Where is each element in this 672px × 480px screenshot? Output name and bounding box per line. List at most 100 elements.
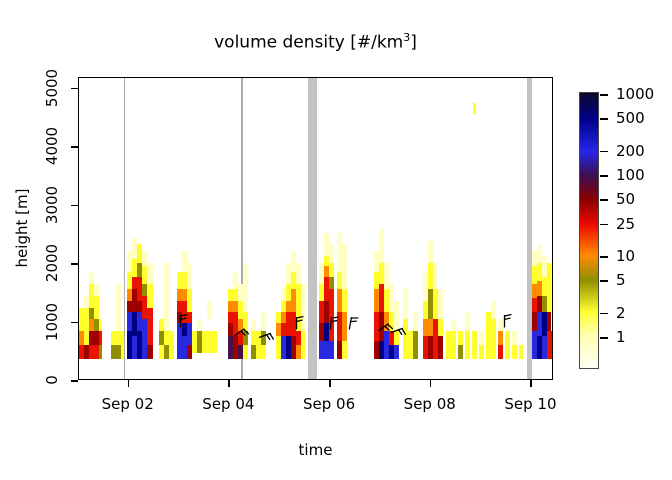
heatmap-cell [147,284,154,308]
heatmap-cell [207,300,213,320]
heatmap-cell [286,284,292,301]
heatmap-cell [531,265,538,285]
heatmap-cell [408,331,414,360]
legend-tick [600,94,608,96]
y-axis-tick-label: 4000 [43,127,61,166]
heatmap-cell [281,300,287,313]
heatmap-cell [137,331,143,360]
heatmap-cell [84,345,90,360]
heatmap-cell [256,331,262,360]
chart-title-superscript: 3 [403,31,411,44]
heatmap-cell [342,243,348,289]
heatmap-cell [550,331,552,360]
x-axis-tick-label: Sep 02 [101,395,154,413]
no-data-line [241,78,243,379]
heatmap-cell [536,336,543,360]
heatmap-cell [319,284,325,301]
legend-tick-label: 10 [616,247,636,265]
y-axis-tick [71,321,78,324]
heatmap-cell [182,300,188,323]
legend-tick [600,312,608,315]
wind-barb-icon [295,315,306,330]
plot-area [78,77,553,380]
heatmap-cell [413,331,419,360]
wind-barb-icon [378,322,396,339]
heatmap-cell [394,300,400,332]
heatmap-cell [472,331,478,360]
heatmap-cell [433,289,439,320]
heatmap-cell [389,331,395,346]
heatmap-cell [547,263,552,313]
heatmap-cell [127,251,133,273]
heatmap-cell [251,319,257,332]
heatmap-cell [379,340,385,360]
heatmap-cell [337,340,343,360]
x-axis-tick-label: Sep 04 [202,395,255,413]
heatmap-cell [99,345,103,360]
heatmap-cell [276,312,282,323]
heatmap-cell [319,340,325,360]
heatmap-cell [202,331,208,353]
heatmap-cell [319,322,325,341]
heatmap-cell [542,296,548,313]
heatmap-cell [159,319,165,332]
x-axis-tick-label: Sep 10 [504,395,557,413]
heatmap-cell [536,243,543,264]
heatmap-cell [296,345,302,360]
heatmap-cell [337,312,343,341]
heatmap-cell [281,312,287,323]
heatmap-cell [329,263,335,278]
heatmap-cell [276,336,282,360]
x-axis-tick-label: Sep 06 [302,395,356,413]
heatmap-cell [79,345,85,360]
y-axis-tick [71,87,78,90]
heatmap-cell [281,322,287,337]
heatmap-cell [531,251,538,266]
heatmap-cell [187,263,193,289]
heatmap-cell [384,312,390,332]
heatmap-cell [276,322,282,337]
no-data-line [123,78,126,379]
heatmap-cell [536,312,543,337]
heatmap-cell [329,243,335,264]
heatmap-cell [486,312,492,360]
y-axis-label: height [m] [13,188,31,268]
legend-tick [600,256,608,258]
chart-title: volume density [#/km3] [78,31,553,53]
heatmap-cell [423,300,429,320]
heatmap-cell [238,284,244,301]
heatmap-cell [433,319,439,360]
heatmap-cell [542,312,548,337]
heatmap-cell [212,331,218,353]
heatmap-cell [291,251,297,273]
heatmap-cell [519,345,524,360]
legend-tick-label: 5 [616,271,626,290]
y-axis-tick [71,263,78,265]
heatmap-cell [159,331,165,346]
y-axis-tick-label: 2000 [43,244,61,283]
heatmap-cell [536,263,543,282]
heatmap-cell [164,331,170,346]
heatmap-cell [291,272,297,289]
heatmap-cell [512,331,518,346]
heatmap-cell [238,319,244,332]
heatmap-cell [342,340,348,360]
heatmap-cell [233,289,239,301]
heatmap-cell [79,331,85,346]
heatmap-cell [182,289,188,301]
heatmap-cell [491,319,497,360]
heatmap-cell [438,289,444,320]
heatmap-cell [479,345,485,360]
heatmap-cell [281,289,287,301]
heatmap-cell [94,319,100,332]
heatmap-cell [127,312,133,332]
heatmap-cell [458,331,464,346]
heatmap-cell [536,296,543,313]
wind-barb-icon [347,315,360,331]
heatmap-cell [127,331,133,360]
heatmap-cell [337,272,343,289]
heatmap-cell [384,263,390,289]
heatmap-cell [512,345,518,360]
heatmap-cell [243,331,249,346]
y-axis-tick-label: 0 [43,375,61,385]
